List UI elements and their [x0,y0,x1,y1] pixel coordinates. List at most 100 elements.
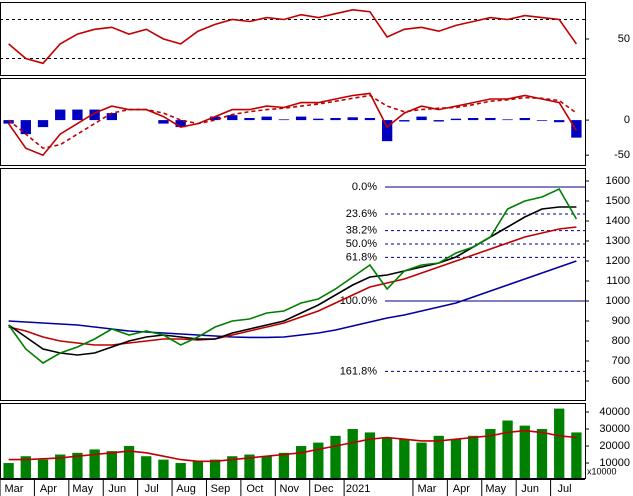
bar [55,109,66,121]
y-tick-label: 900 [612,315,630,327]
bar [175,463,186,478]
x-tick-label: Dec [314,483,334,495]
line [8,94,577,150]
x-tick-label: May [72,483,93,495]
bar [554,120,565,123]
bar [192,461,204,478]
line [8,8,578,65]
bar [554,408,565,478]
y-tick-label: 30000 [599,423,630,435]
bar [347,429,358,478]
x-tick-label: Mar [5,483,24,495]
bar [89,449,100,478]
bar [364,432,376,478]
bar [209,116,221,121]
bar [399,439,410,478]
y-tick-label: 1100 [606,275,630,287]
bar [330,435,341,478]
bar [536,429,548,478]
bar [141,456,152,478]
bar [468,435,479,478]
x-tick-label: 2021 [346,483,370,495]
y-tick-label: 40000 [599,406,630,418]
y-tick-label: 50 [618,33,630,45]
bar [502,420,513,478]
y-tick-label: 0 [624,114,630,126]
x-tick-label: Jul [558,483,572,495]
y-tick-label: 1500 [606,195,630,207]
bar [227,115,238,121]
bar [3,120,14,124]
x-tick-label: Apr [453,483,470,495]
bar [158,120,169,124]
x-tick-label: Mar [417,483,436,495]
bar [158,459,169,478]
bar [106,113,117,121]
bar [278,119,290,121]
bar [502,119,513,121]
y-tick-label: 1200 [606,255,630,267]
bar [20,120,31,135]
bar [209,459,221,478]
bar [295,446,307,478]
bar [485,429,496,478]
line [8,429,577,463]
fibonacci-label: 23.6% [346,208,377,220]
x-tick-label: Jun [521,483,539,495]
y-tick-label: 600 [612,375,630,387]
bar [261,456,272,478]
bar [330,117,341,121]
fibonacci-label: 100.0% [340,295,378,307]
bar [416,442,427,478]
x-tick-label: Oct [246,483,263,495]
bar [37,459,49,478]
bar [433,120,444,122]
bar [536,120,548,121]
bar [3,463,14,478]
panel-frame [0,2,586,76]
fibonacci-label: 50.0% [346,238,377,250]
bar [123,446,135,478]
fibonacci-label: 61.8% [346,251,377,263]
bar [72,452,83,478]
fibonacci-label: 38.2% [346,225,377,237]
bar [37,120,49,128]
panel-frame [0,403,586,479]
bar [175,120,186,128]
bar [244,454,255,478]
line [7,187,578,364]
bar [381,120,393,142]
y-tick-label: -50 [614,149,630,161]
bar [313,442,324,478]
line [8,226,577,346]
bar [416,116,427,121]
bar [468,117,479,121]
x-tick-label: Sep [211,483,231,495]
bar [89,109,100,121]
bar [571,432,582,478]
unit-label: x10000 [587,466,617,476]
x-tick-label: Nov [280,483,300,495]
line [8,260,577,339]
bar [519,117,530,121]
panel-frame [0,168,586,401]
x-tick-label: Aug [176,483,196,495]
bar [450,439,462,478]
fibonacci-label: 161.8% [340,365,378,377]
bar [519,425,530,478]
bar [261,116,272,121]
bar [244,117,255,121]
line [7,92,578,157]
x-tick-label: Jun [108,483,126,495]
bar [485,117,496,121]
bar [295,116,307,121]
bar [72,109,83,121]
fibonacci-label: 0.0% [352,181,377,193]
y-tick-label: 1400 [606,215,630,227]
y-tick-label: 800 [612,335,630,347]
bar [106,451,117,478]
x-tick-label: Jul [145,483,159,495]
bar [433,435,444,478]
y-tick-label: 1600 [606,175,630,187]
